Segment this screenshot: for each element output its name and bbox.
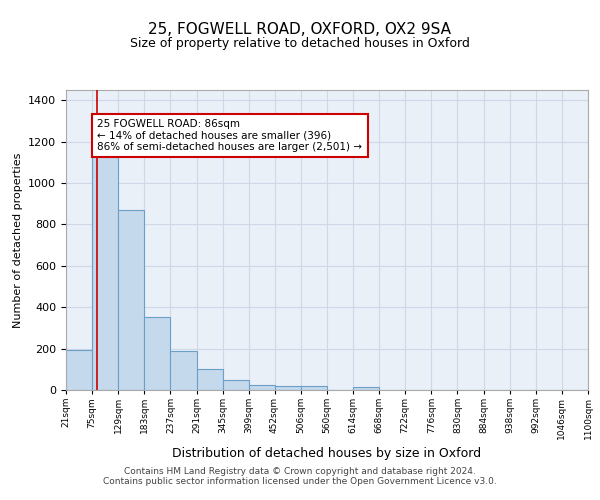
Text: 25 FOGWELL ROAD: 86sqm
← 14% of detached houses are smaller (396)
86% of semi-de: 25 FOGWELL ROAD: 86sqm ← 14% of detached… [97, 119, 362, 152]
X-axis label: Distribution of detached houses by size in Oxford: Distribution of detached houses by size … [172, 448, 482, 460]
Bar [223, 380, 249, 390]
Bar [92, 156, 118, 390]
Bar [170, 350, 197, 390]
Bar [353, 387, 379, 390]
Bar [145, 316, 170, 390]
Text: Contains HM Land Registry data © Crown copyright and database right 2024.: Contains HM Land Registry data © Crown c… [124, 467, 476, 476]
Bar [275, 386, 301, 390]
Bar [301, 386, 327, 390]
Text: Contains public sector information licensed under the Open Government Licence v3: Contains public sector information licen… [103, 477, 497, 486]
Bar [66, 350, 92, 390]
Bar [249, 385, 275, 390]
Text: Size of property relative to detached houses in Oxford: Size of property relative to detached ho… [130, 38, 470, 51]
Bar [197, 370, 223, 390]
Y-axis label: Number of detached properties: Number of detached properties [13, 152, 23, 328]
Text: 25, FOGWELL ROAD, OXFORD, OX2 9SA: 25, FOGWELL ROAD, OXFORD, OX2 9SA [149, 22, 452, 38]
Bar [118, 210, 145, 390]
